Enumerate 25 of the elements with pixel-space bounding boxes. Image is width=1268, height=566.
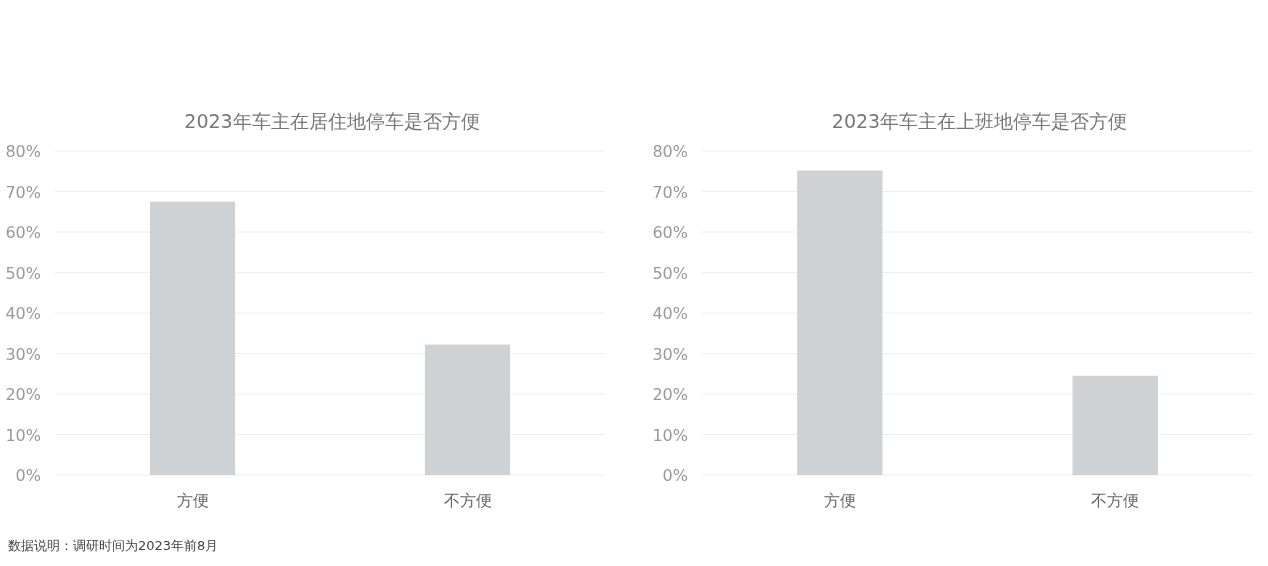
y-tick-label: 40% [652,304,688,323]
y-tick-label: 20% [5,385,41,404]
y-tick-label: 50% [5,263,41,283]
chart-title: 2023年车主在上班地停车是否方便 [831,110,1128,132]
y-tick-label: 10% [5,425,41,445]
y-tick-label: 20% [652,385,688,404]
y-tick-label: 70% [5,182,41,202]
y-tick-label: 80% [5,142,41,161]
x-tick-label: 方便 [176,491,209,510]
y-tick-label: 0% [662,466,688,485]
y-tick-label: 60% [652,223,688,242]
y-tick-label: 0% [15,466,41,485]
y-tick-label: 30% [5,344,41,364]
y-tick-label: 50% [652,263,688,283]
text: 数据说明：调研时间为2023年前8月 [8,538,219,553]
y-tick-label: 80% [652,142,688,161]
y-tick-label: 60% [5,223,41,242]
chart-title: 2023年车主在居住地停车是否方便 [184,110,480,132]
y-tick-label: 40% [5,304,41,323]
x-tick-label: 不方便 [1091,491,1140,510]
y-tick-label: 30% [652,344,688,364]
y-tick-label: 10% [652,425,688,445]
y-tick-label: 70% [652,182,688,202]
x-tick-label: 方便 [823,491,856,510]
x-tick-label: 不方便 [443,491,492,510]
